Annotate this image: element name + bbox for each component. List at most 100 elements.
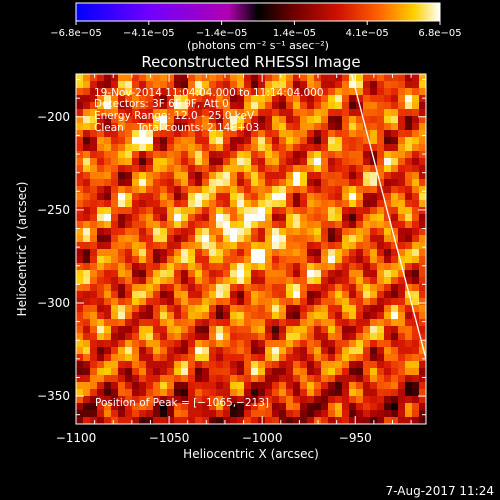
heatmap-cell bbox=[286, 144, 294, 152]
heatmap-cell bbox=[398, 130, 406, 138]
heatmap-cell bbox=[286, 109, 294, 117]
heatmap-cell bbox=[132, 172, 140, 180]
heatmap-cell bbox=[132, 305, 140, 313]
heatmap-cell bbox=[419, 186, 426, 194]
heatmap-cell bbox=[328, 242, 336, 250]
heatmap-cell bbox=[97, 403, 105, 411]
heatmap-cell bbox=[384, 263, 392, 271]
heatmap-cell bbox=[174, 123, 182, 131]
heatmap-cell bbox=[118, 123, 126, 131]
colorbar-ticks: −6.8e−05 −4.1e−05 −1.4e−05 1.4e−05 4.1e−05 6.… bbox=[50, 21, 462, 39]
heatmap-cell bbox=[202, 137, 210, 145]
heatmap-cell bbox=[244, 74, 252, 82]
heatmap-cell bbox=[258, 186, 266, 194]
heatmap-cell bbox=[293, 375, 301, 383]
heatmap-cell bbox=[111, 256, 119, 264]
heatmap-cell bbox=[342, 298, 350, 306]
heatmap-cell bbox=[391, 158, 399, 166]
heatmap-cell bbox=[216, 193, 224, 201]
heatmap-cell bbox=[363, 88, 371, 96]
heatmap-cell bbox=[104, 319, 112, 327]
heatmap-cell bbox=[300, 403, 308, 411]
heatmap-cell bbox=[146, 221, 154, 229]
heatmap-cell bbox=[356, 81, 364, 89]
heatmap-cell bbox=[83, 144, 91, 152]
heatmap-cell bbox=[342, 228, 350, 236]
heatmap-cell bbox=[293, 403, 301, 411]
heatmap-cell bbox=[293, 347, 301, 355]
heatmap-cell bbox=[286, 417, 294, 424]
heatmap-cell bbox=[300, 270, 308, 278]
heatmap-cell bbox=[216, 186, 224, 194]
heatmap-cell bbox=[391, 172, 399, 180]
heatmap-cell bbox=[237, 81, 245, 89]
heatmap-cell bbox=[132, 158, 140, 166]
heatmap-cell bbox=[300, 95, 308, 103]
heatmap-cell bbox=[251, 403, 259, 411]
heatmap-cell bbox=[167, 221, 175, 229]
heatmap-cell bbox=[230, 298, 238, 306]
heatmap-cell bbox=[342, 95, 350, 103]
heatmap-cell bbox=[314, 81, 322, 89]
heatmap-cell bbox=[216, 417, 224, 424]
heatmap-cell bbox=[209, 375, 217, 383]
heatmap-cell bbox=[412, 410, 420, 418]
heatmap-cell bbox=[153, 361, 161, 369]
heatmap-cell bbox=[237, 333, 245, 341]
heatmap-cell bbox=[209, 137, 217, 145]
heatmap-cell bbox=[181, 333, 189, 341]
heatmap-cell bbox=[244, 270, 252, 278]
heatmap-cell bbox=[272, 109, 280, 117]
heatmap-cell bbox=[132, 298, 140, 306]
heatmap-cell bbox=[195, 102, 203, 110]
heatmap-cell bbox=[321, 361, 329, 369]
heatmap-cell bbox=[181, 165, 189, 173]
heatmap-cell bbox=[356, 228, 364, 236]
heatmap-cell bbox=[363, 417, 371, 424]
heatmap-cell bbox=[118, 347, 126, 355]
heatmap-cell bbox=[125, 130, 133, 138]
heatmap-cell bbox=[244, 249, 252, 257]
heatmap-cell bbox=[83, 242, 91, 250]
heatmap-cell bbox=[174, 291, 182, 299]
heatmap-cell bbox=[321, 291, 329, 299]
heatmap-cell bbox=[398, 389, 406, 397]
heatmap-cell bbox=[272, 410, 280, 418]
heatmap-cell bbox=[146, 361, 154, 369]
heatmap-cell bbox=[391, 410, 399, 418]
heatmap-cell bbox=[419, 172, 426, 180]
heatmap-cell bbox=[83, 354, 91, 362]
heatmap-cell bbox=[293, 263, 301, 271]
heatmap-cell bbox=[384, 396, 392, 404]
heatmap-cell bbox=[188, 109, 196, 117]
heatmap-cell bbox=[286, 179, 294, 187]
heatmap-cell bbox=[216, 249, 224, 257]
heatmap-cell bbox=[258, 396, 266, 404]
heatmap-cell bbox=[132, 270, 140, 278]
heatmap-cell bbox=[391, 102, 399, 110]
heatmap-cell bbox=[230, 291, 238, 299]
annotation-time: 19-Nov-2014 11:04:04.000 to 11:14:04.000 bbox=[94, 87, 324, 99]
heatmap-cell bbox=[167, 256, 175, 264]
heatmap-cell bbox=[223, 333, 231, 341]
heatmap-cell bbox=[181, 361, 189, 369]
heatmap-cell bbox=[195, 221, 203, 229]
heatmap-cell bbox=[237, 277, 245, 285]
heatmap-cell bbox=[132, 165, 140, 173]
heatmap-cell bbox=[391, 74, 399, 82]
heatmap-cell bbox=[76, 165, 84, 173]
heatmap-cell bbox=[328, 116, 336, 124]
heatmap-cell bbox=[139, 375, 147, 383]
heatmap-cell bbox=[363, 361, 371, 369]
heatmap-cell bbox=[146, 410, 154, 418]
heatmap-cell bbox=[321, 312, 329, 320]
heatmap-cell bbox=[363, 172, 371, 180]
heatmap-cell bbox=[258, 305, 266, 313]
heatmap-cell bbox=[118, 417, 126, 424]
heatmap-cell bbox=[146, 256, 154, 264]
heatmap-cell bbox=[223, 347, 231, 355]
heatmap-cell bbox=[356, 130, 364, 138]
heatmap-cell bbox=[419, 389, 426, 397]
heatmap-cell bbox=[167, 319, 175, 327]
heatmap-cell bbox=[76, 256, 84, 264]
